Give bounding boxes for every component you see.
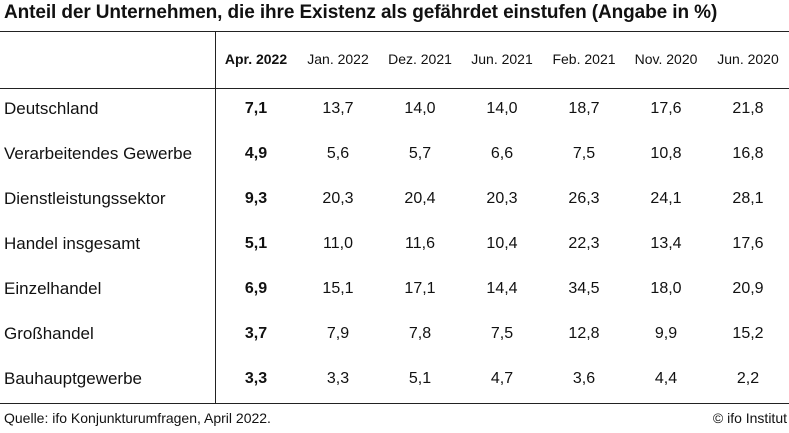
column-header: Jun. 2020 (717, 51, 779, 67)
header-rule (0, 88, 789, 89)
table-cell: 3,3 (244, 370, 268, 387)
table-cell: 7,5 (490, 325, 514, 342)
table-cell: 3,6 (572, 370, 596, 387)
table-cell: 22,3 (568, 235, 600, 252)
table-cell: 15,1 (322, 280, 354, 297)
table-cell: 34,5 (568, 280, 600, 297)
table-cell: 18,7 (568, 100, 600, 117)
column-header: Jan. 2022 (307, 51, 369, 67)
table-row: Bauhauptgewerbe 3,3 3,3 5,1 4,7 3,6 4,4 2,2 (0, 359, 789, 404)
label-column-divider (215, 31, 216, 404)
row-label: Deutschland (4, 99, 99, 118)
table-row: Handel insgesamt 5,1 11,0 11,6 10,4 22,3 13,4 1… (0, 224, 789, 269)
table-cell: 11,0 (323, 235, 353, 252)
row-label: Verarbeitendes Gewerbe (4, 144, 193, 163)
table-cell: 28,1 (732, 190, 764, 207)
column-header: Feb. 2021 (552, 51, 616, 67)
table-cell: 17,1 (404, 280, 436, 297)
table-row: Einzelhandel 6,9 15,1 17,1 14,4 34,5 18,0 20,9 (0, 269, 789, 314)
column-header: Apr. 2022 (224, 51, 288, 67)
top-rule (0, 31, 789, 32)
row-label: Bauhauptgewerbe (4, 369, 143, 388)
table-cell: 9,9 (654, 325, 678, 342)
column-header: Jun. 2021 (471, 51, 533, 67)
table-cell: 5,1 (244, 235, 268, 252)
table-cell: 3,7 (244, 325, 268, 342)
row-label: Handel insgesamt (4, 234, 141, 253)
table-cell: 18,0 (650, 280, 682, 297)
table-cell: 15,2 (732, 325, 764, 342)
table-cell: 17,6 (650, 100, 682, 117)
table-cell: 21,8 (732, 100, 764, 117)
table-cell: 7,8 (408, 325, 432, 342)
row-label: Einzelhandel (4, 279, 102, 298)
table-cell: 20,3 (322, 190, 354, 207)
table-cell: 10,8 (650, 145, 682, 162)
table-cell: 4,9 (244, 145, 268, 162)
table-row: Dienstleistungssektor 9,3 20,3 20,4 20,3 26,3… (0, 179, 789, 224)
table-cell: 14,0 (404, 100, 436, 117)
source-note: Quelle: ifo Konjunkturumfragen, April 20… (4, 410, 271, 426)
table-cell: 7,1 (244, 100, 268, 117)
table-row: Verarbeitendes Gewerbe 4,9 5,6 5,7 6,6 7,5 10,… (0, 134, 789, 179)
table-cell: 5,1 (408, 370, 432, 387)
table-title: Anteil der Unternehmen, die ihre Existen… (4, 2, 718, 23)
table-cell: 16,8 (732, 145, 764, 162)
bottom-rule (0, 403, 789, 404)
table-cell: 14,0 (486, 100, 518, 117)
table-cell: 6,6 (490, 145, 514, 162)
table-cell: 5,7 (408, 145, 432, 162)
table-cell: 3,3 (326, 370, 350, 387)
table-cell: 11,6 (405, 235, 435, 252)
table-cell: 17,6 (732, 235, 764, 252)
table-row: Großhandel 3,7 7,9 7,8 7,5 12,8 9,9 15,2 (0, 314, 789, 359)
table-cell: 7,9 (326, 325, 350, 342)
table-row: Deutschland 7,1 13,7 14,0 14,0 18,7 17,6 21,8 (0, 89, 789, 134)
table-cell: 2,2 (736, 370, 760, 387)
table-cell: 12,8 (568, 325, 600, 342)
table-cell: 6,9 (244, 280, 268, 297)
table-cell: 26,3 (568, 190, 600, 207)
table-cell: 4,4 (654, 370, 678, 387)
table-cell: 14,4 (486, 280, 518, 297)
table-cell: 24,1 (650, 190, 682, 207)
table-cell: 9,3 (244, 190, 268, 207)
table-cell: 13,4 (650, 235, 682, 252)
table-cell: 4,7 (490, 370, 514, 387)
table-cell: 20,9 (732, 280, 764, 297)
row-label: Großhandel (4, 324, 94, 343)
column-header: Nov. 2020 (634, 51, 698, 67)
table-cell: 7,5 (572, 145, 596, 162)
table-cell: 5,6 (326, 145, 350, 162)
table-cell: 13,7 (322, 100, 354, 117)
table-cell: 10,4 (486, 235, 518, 252)
table-cell: 20,4 (404, 190, 436, 207)
row-label: Dienstleistungssektor (4, 189, 166, 208)
copyright-note: © ifo Institut (712, 410, 787, 426)
column-header: Dez. 2021 (388, 51, 452, 67)
table-cell: 20,3 (486, 190, 518, 207)
